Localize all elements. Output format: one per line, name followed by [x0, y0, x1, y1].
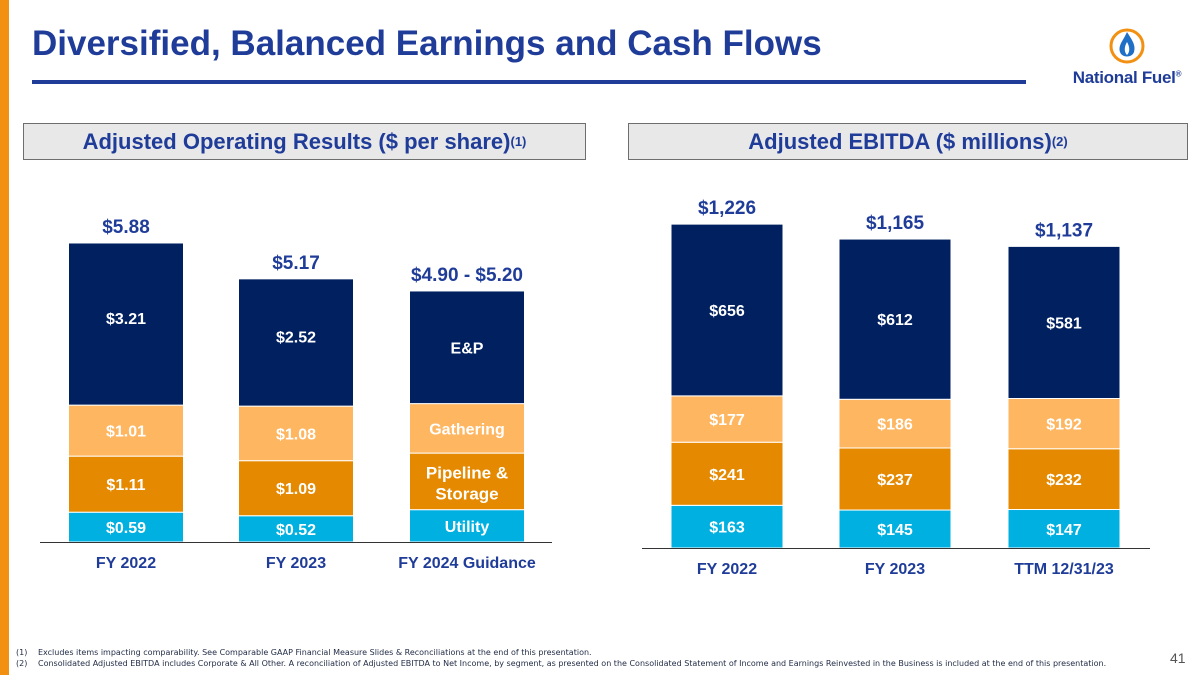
page-number: 41	[1170, 650, 1186, 666]
chart1-label-1-3-b: Storage	[435, 484, 498, 503]
chart1-total-2: $5.17	[272, 253, 320, 274]
chart1-bar-utility-1	[68, 511, 184, 543]
chart2-label-0-3: $147	[1046, 522, 1082, 539]
flame-icon	[1109, 28, 1145, 64]
chart2-bar-utility-1	[670, 504, 784, 549]
chart2-label-1-3: $232	[1046, 472, 1082, 489]
chart1-bar-gathering-3	[409, 403, 525, 454]
title-underline	[32, 80, 1026, 84]
chart1-bar-gathering-1	[68, 404, 184, 457]
chart2-bar-e-p-2	[838, 238, 952, 400]
chart1-bar-gathering-2	[238, 405, 354, 462]
left-chart-header-text: Adjusted Operating Results ($ per share)	[82, 128, 511, 154]
chart2-label-1-2: $237	[877, 472, 913, 489]
chart1-bar-pipeline-storage-2	[238, 460, 354, 517]
right-chart-header-text: Adjusted EBITDA ($ millions)	[748, 128, 1052, 154]
chart2-category-1: FY 2022	[697, 561, 757, 578]
chart2-total-2: $1,165	[866, 213, 925, 234]
footnotes: (1) Excludes items impacting comparabilit…	[16, 647, 1106, 669]
left-accent-bar	[0, 0, 9, 675]
chart1-label-0-3: Utility	[445, 519, 490, 536]
chart2-bar-e-p-3	[1007, 245, 1121, 399]
chart2-total-3: $1,137	[1035, 220, 1093, 241]
chart1-label-1-3-a: Pipeline &	[426, 463, 508, 482]
chart1-category-2: FY 2023	[266, 555, 326, 572]
chart1-bar-pipeline-storage-1	[68, 455, 184, 513]
chart2-bar-gathering-3	[1007, 397, 1121, 450]
left-chart-header-sup: (1)	[510, 134, 527, 149]
chart1-category-1: FY 2022	[96, 555, 156, 572]
chart1-total-3: $4.90 - $5.20	[411, 265, 523, 286]
chart2-bar-e-p-1	[670, 223, 784, 397]
chart2-label-2-2: $186	[877, 417, 913, 434]
page-title: Diversified, Balanced Earnings and Cash …	[32, 24, 822, 63]
chart1-label-1-1: $1.11	[106, 477, 145, 494]
chart2-label-2-3: $192	[1046, 417, 1082, 434]
chart1-bar-utility-3	[409, 509, 525, 543]
chart2-label-3-1: $656	[709, 303, 745, 320]
chart2-total-1: $1,226	[698, 198, 756, 219]
footnote-1: (1) Excludes items impacting comparabilit…	[16, 648, 592, 657]
chart1-label-1-2: $1.09	[276, 481, 316, 498]
chart1-label-0-2: $0.52	[276, 522, 316, 539]
right-chart-header: Adjusted EBITDA ($ millions) (2)	[628, 123, 1188, 160]
chart1-bar-pipeline-storage-3	[409, 452, 525, 511]
chart2-label-0-2: $145	[877, 522, 913, 539]
chart1-bar-e-p-2	[238, 278, 354, 407]
national-fuel-logo: National Fuel®	[1072, 24, 1182, 94]
chart2-label-3-2: $612	[877, 312, 913, 329]
chart1-category-3: FY 2024 Guidance	[398, 555, 536, 572]
chart1-label-2-2: $1.08	[276, 426, 316, 443]
chart1-total-1: $5.88	[102, 217, 150, 238]
chart1-bar-e-p-3	[409, 290, 525, 405]
chart1-label-3-1: $3.21	[106, 311, 146, 328]
chart2-bar-pipeline-storage-1	[670, 441, 784, 506]
chart2-bar-pipeline-storage-2	[838, 447, 952, 511]
chart1-label-2-3: Gathering	[429, 421, 505, 438]
chart2-bar-pipeline-storage-3	[1007, 448, 1121, 511]
chart1-bar-utility-2	[238, 515, 354, 543]
chart2-label-1-1: $241	[709, 467, 745, 484]
chart2-label-3-3: $581	[1046, 315, 1082, 332]
chart2-label-2-1: $177	[709, 412, 745, 429]
chart1-label-3-3: E&P	[451, 340, 484, 357]
right-chart-header-sup: (2)	[1051, 134, 1068, 149]
chart2-label-0-1: $163	[709, 520, 745, 537]
chart2-category-2: FY 2023	[865, 561, 925, 578]
chart1-label-3-2: $2.52	[276, 329, 316, 346]
chart2-category-3: TTM 12/31/23	[1014, 561, 1114, 578]
left-chart-header: Adjusted Operating Results ($ per share)…	[23, 123, 586, 160]
chart1-label-0-1: $0.59	[106, 520, 146, 537]
chart1-bar-e-p-1	[68, 242, 184, 406]
chart1-label-2-1: $1.01	[106, 424, 146, 441]
footnote-2: (2) Consolidated Adjusted EBITDA includes…	[16, 659, 1107, 668]
logo-wordmark: National Fuel®	[1072, 68, 1182, 87]
